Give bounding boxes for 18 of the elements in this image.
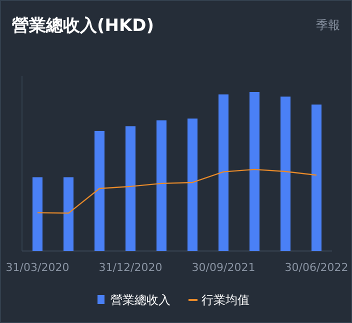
x-tick-label: 31/03/2020 (6, 261, 70, 274)
legend-label: 行業均值 (202, 293, 250, 307)
bar (312, 104, 322, 251)
bar (250, 92, 260, 251)
x-tick-label: 31/12/2020 (98, 261, 162, 274)
x-tick-label: 30/09/2021 (192, 261, 256, 274)
legend-label: 營業總收入 (110, 293, 170, 307)
bar (94, 130, 104, 251)
bar (188, 118, 198, 251)
bar (126, 126, 136, 251)
x-tick-label: 30/06/2022 (284, 261, 348, 274)
bar (280, 96, 290, 251)
bar (64, 177, 74, 251)
bar (218, 94, 228, 251)
bar (32, 177, 42, 251)
chart-title: 營業總收入(HKD) (12, 16, 154, 36)
bar (156, 120, 166, 251)
text: 季報 (316, 18, 340, 32)
